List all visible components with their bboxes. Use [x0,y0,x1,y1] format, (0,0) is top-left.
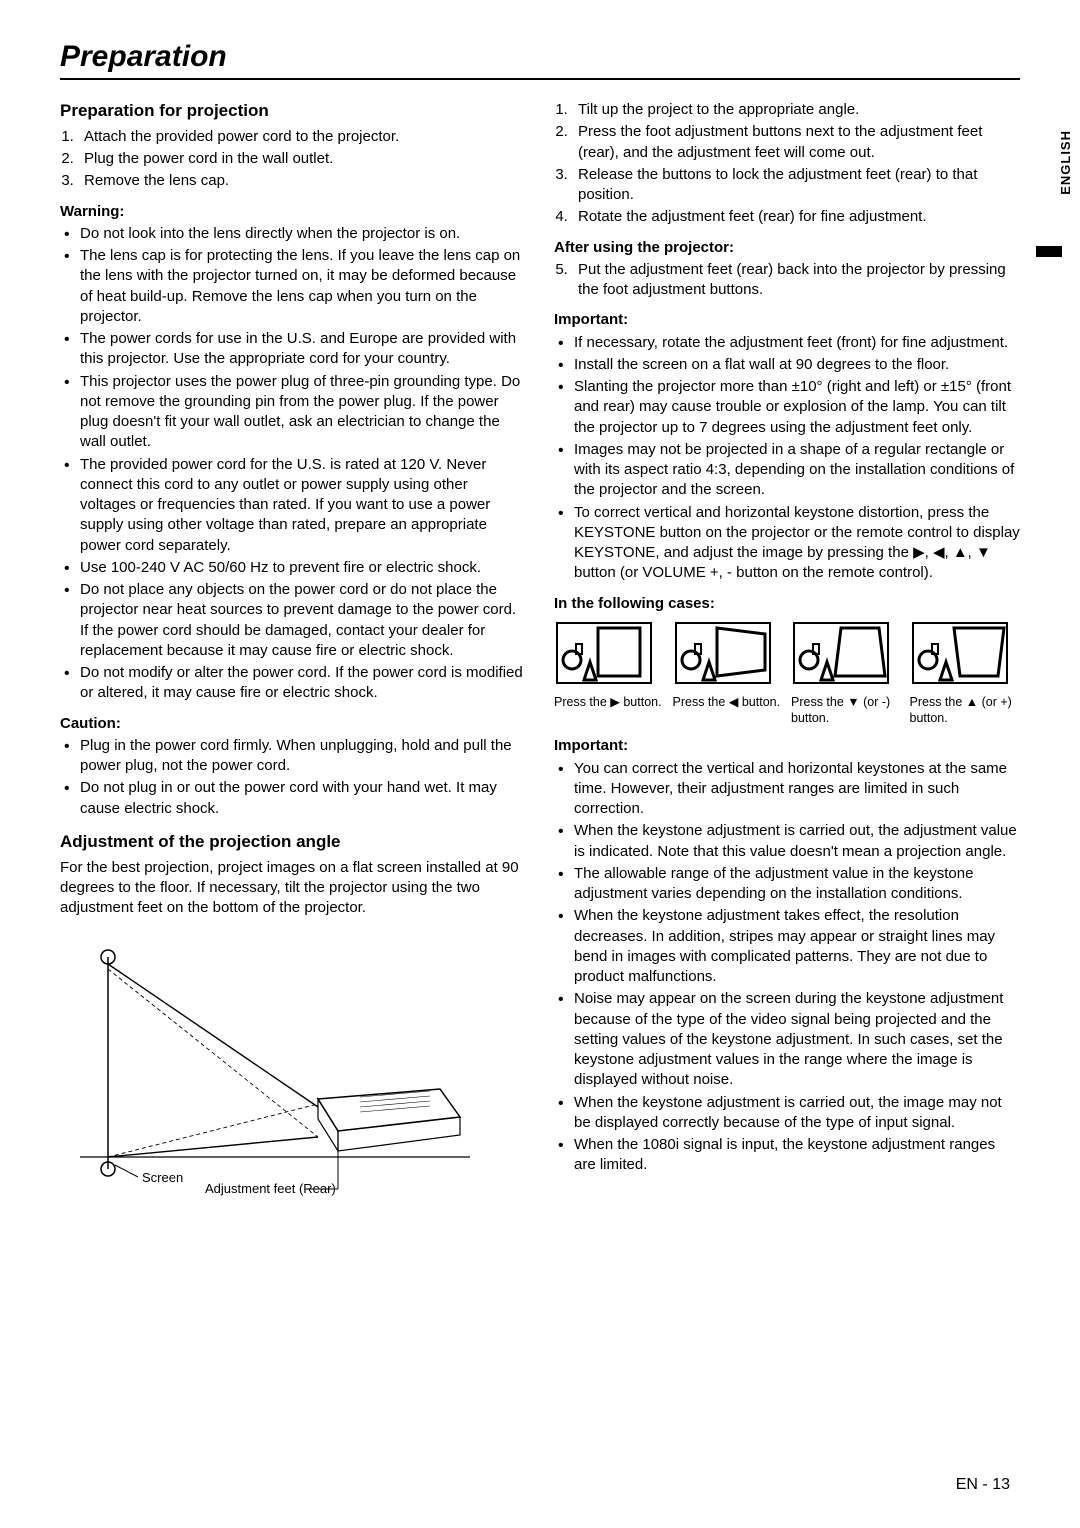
keystone-cell: Press the ▶ button. [554,620,665,727]
list-item: Put the adjustment feet (rear) back into… [572,260,1020,301]
keystone-icon [554,620,654,686]
keystone-cell: Press the ▲ (or +) button. [910,620,1021,727]
important-head-1: Important: [554,310,1020,330]
list-item: Do not look into the lens directly when … [60,224,526,244]
list-item: Images may not be projected in a shape o… [554,440,1020,501]
adjustment-paragraph: For the best projection, project images … [60,858,526,919]
list-item: Slanting the projector more than ±10° (r… [554,377,1020,438]
list-item: To correct vertical and horizontal keyst… [554,503,1020,584]
language-tab: ENGLISH [1058,130,1073,195]
keystone-caption: Press the ◀ button. [673,695,784,711]
side-marker [1036,246,1062,257]
after-use-steps: Put the adjustment feet (rear) back into… [572,260,1020,301]
diagram-svg: Screen Adjustment feet (Rear) [60,939,480,1209]
list-item: Plug the power cord in the wall outlet. [78,149,526,169]
list-item: When the keystone adjustment takes effec… [554,906,1020,987]
important-list-2: You can correct the vertical and horizon… [554,759,1020,1176]
after-use-head: After using the projector: [554,238,1020,258]
list-item: Do not place any objects on the power co… [60,580,526,661]
keystone-caption: Press the ▲ (or +) button. [910,695,1021,726]
projector-diagram: Screen Adjustment feet (Rear) [60,933,526,1221]
list-item: Remove the lens cap. [78,171,526,191]
adjustment-heading: Adjustment of the projection angle [60,831,526,854]
keystone-row: Press the ▶ button. Press the ◀ button. [554,620,1020,727]
list-item: When the keystone adjustment is carried … [554,821,1020,862]
list-item: Use 100-240 V AC 50/60 Hz to prevent fir… [60,558,526,578]
list-item: When the keystone adjustment is carried … [554,1093,1020,1134]
two-column-layout: Preparation for projection Attach the pr… [60,100,1020,1221]
list-item: The lens cap is for protecting the lens.… [60,246,526,327]
list-item: Install the screen on a flat wall at 90 … [554,355,1020,375]
keystone-caption: Press the ▼ (or -) button. [791,695,902,726]
left-column: Preparation for projection Attach the pr… [60,100,526,1221]
keystone-cell: Press the ◀ button. [673,620,784,727]
right-column: Tilt up the project to the appropriate a… [554,100,1020,1221]
keystone-icon [673,620,773,686]
list-item: If necessary, rotate the adjustment feet… [554,333,1020,353]
list-item: When the 1080i signal is input, the keys… [554,1135,1020,1176]
caution-list: Plug in the power cord firmly. When unpl… [60,736,526,819]
keystone-icon [910,620,1010,686]
list-item: The provided power cord for the U.S. is … [60,455,526,556]
list-item: Press the foot adjustment buttons next t… [572,122,1020,163]
list-item: Noise may appear on the screen during th… [554,989,1020,1090]
list-item: Plug in the power cord firmly. When unpl… [60,736,526,777]
warning-heading: Warning: [60,202,526,222]
caution-heading: Caution: [60,714,526,734]
list-item: Tilt up the project to the appropriate a… [572,100,1020,120]
page-number: EN - 13 [956,1476,1010,1494]
right-steps: Tilt up the project to the appropriate a… [572,100,1020,228]
list-item: The power cords for use in the U.S. and … [60,329,526,370]
list-item: Rotate the adjustment feet (rear) for fi… [572,207,1020,227]
keystone-caption: Press the ▶ button. [554,695,665,711]
keystone-cell: Press the ▼ (or -) button. [791,620,902,727]
cases-head: In the following cases: [554,594,1020,614]
keystone-icon [791,620,891,686]
warning-list: Do not look into the lens directly when … [60,224,526,704]
prep-steps: Attach the provided power cord to the pr… [78,127,526,192]
list-item: You can correct the vertical and horizon… [554,759,1020,820]
list-item: Release the buttons to lock the adjustme… [572,165,1020,206]
diagram-screen-label: Screen [142,1170,183,1185]
prep-heading: Preparation for projection [60,100,526,123]
list-item: The allowable range of the adjustment va… [554,864,1020,905]
list-item: Attach the provided power cord to the pr… [78,127,526,147]
list-item: Do not plug in or out the power cord wit… [60,778,526,819]
list-item: Do not modify or alter the power cord. I… [60,663,526,704]
diagram-feet-label: Adjustment feet (Rear) [205,1181,336,1196]
list-item: This projector uses the power plug of th… [60,372,526,453]
important-head-2: Important: [554,736,1020,756]
page-title: Preparation [60,40,1020,80]
important-list-1: If necessary, rotate the adjustment feet… [554,333,1020,584]
